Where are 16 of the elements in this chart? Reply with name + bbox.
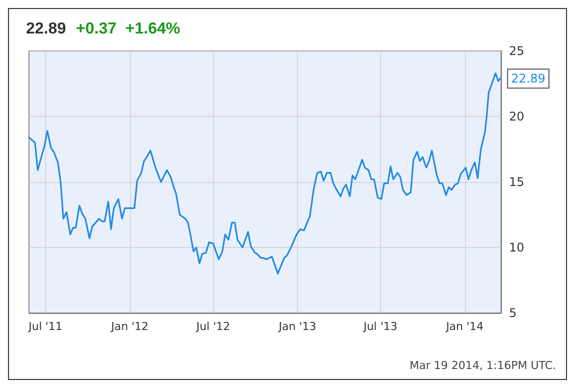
y-tick-label: 20 <box>509 110 524 124</box>
line-series <box>28 72 501 274</box>
text: Mar 19 2014, 1:16PM UTC. <box>410 359 556 372</box>
chart-title: 22.89 <box>26 20 66 38</box>
x-tick-label: Jul '11 <box>28 320 62 333</box>
x-tick-label: Jul '13 <box>362 320 398 333</box>
x-tick-label: Jan '12 <box>110 320 149 333</box>
chart-subtitle: +0.37 +1.64% <box>76 20 180 38</box>
x-tick-label: Jan '14 <box>445 320 484 333</box>
y-tick-label: 10 <box>509 240 524 254</box>
annotation: 22.89 <box>511 72 546 86</box>
y-tick-label: 25 <box>509 44 524 58</box>
y-tick-label: 15 <box>509 175 524 189</box>
x-tick-label: Jul '12 <box>195 320 230 333</box>
y-tick-label: 5 <box>509 306 517 320</box>
x-tick-label: Jan '13 <box>278 320 316 333</box>
